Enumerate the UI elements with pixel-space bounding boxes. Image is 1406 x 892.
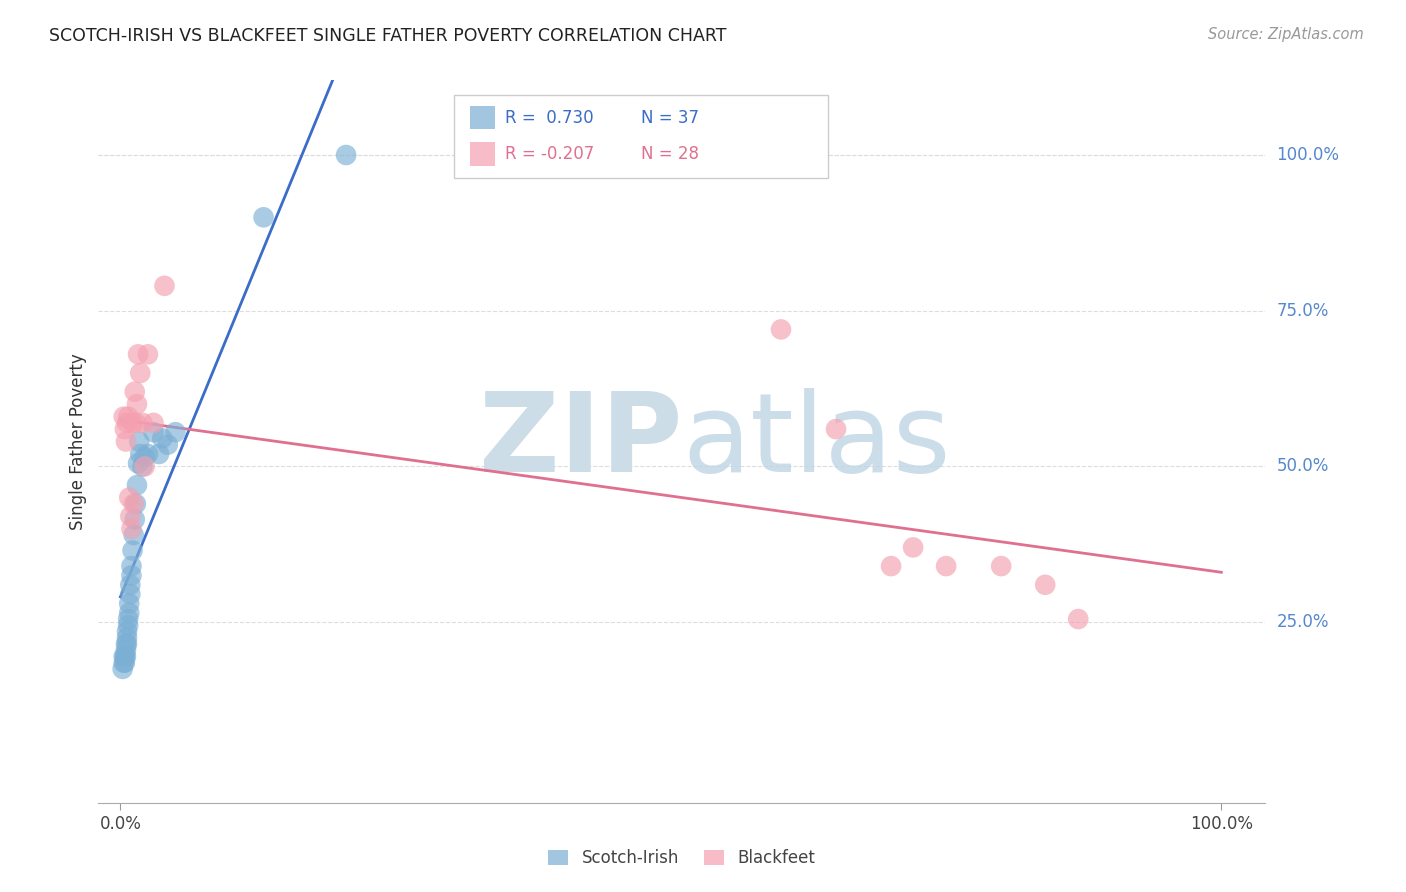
Scotch-Irish — [125, 478, 148, 492]
Scotch-Irish — [252, 211, 274, 225]
Blackfeet — [153, 278, 176, 293]
Scotch-Irish — [127, 456, 149, 470]
Blackfeet — [129, 366, 152, 380]
Blackfeet — [131, 416, 153, 430]
Blackfeet — [134, 459, 156, 474]
Scotch-Irish — [114, 649, 136, 664]
Text: SCOTCH-IRISH VS BLACKFEET SINGLE FATHER POVERTY CORRELATION CHART: SCOTCH-IRISH VS BLACKFEET SINGLE FATHER … — [49, 27, 727, 45]
Scotch-Irish — [131, 459, 153, 474]
Text: R = -0.207: R = -0.207 — [505, 145, 593, 163]
Blackfeet — [125, 416, 148, 430]
Scotch-Irish — [112, 656, 135, 670]
Blackfeet — [901, 541, 924, 555]
Scotch-Irish — [117, 618, 139, 632]
Scotch-Irish — [115, 643, 138, 657]
Text: 100.0%: 100.0% — [1277, 146, 1340, 164]
Scotch-Irish — [120, 587, 142, 601]
Blackfeet — [118, 491, 141, 505]
FancyBboxPatch shape — [454, 95, 828, 178]
Scotch-Irish — [128, 434, 150, 449]
Scotch-Irish — [118, 597, 141, 611]
Blackfeet — [990, 559, 1012, 574]
Scotch-Irish — [148, 447, 170, 461]
Scotch-Irish — [117, 612, 139, 626]
Scotch-Irish — [112, 649, 135, 664]
Text: 75.0%: 75.0% — [1277, 301, 1329, 319]
Scotch-Irish — [118, 606, 141, 620]
Blackfeet — [142, 416, 165, 430]
Blackfeet — [124, 384, 146, 399]
Blackfeet — [769, 322, 792, 336]
Scotch-Irish — [111, 662, 134, 676]
Blackfeet — [120, 509, 142, 524]
Text: Source: ZipAtlas.com: Source: ZipAtlas.com — [1208, 27, 1364, 42]
Blackfeet — [115, 434, 138, 449]
Blackfeet — [127, 347, 149, 361]
Legend: Scotch-Irish, Blackfeet: Scotch-Irish, Blackfeet — [541, 843, 823, 874]
Scotch-Irish — [165, 425, 187, 440]
Blackfeet — [122, 497, 145, 511]
Scotch-Irish — [115, 637, 138, 651]
Scotch-Irish — [136, 447, 159, 461]
Text: N = 28: N = 28 — [641, 145, 699, 163]
Blackfeet — [1067, 612, 1090, 626]
Text: N = 37: N = 37 — [641, 109, 699, 127]
Scotch-Irish — [150, 432, 173, 446]
Blackfeet — [825, 422, 848, 436]
Scotch-Irish — [120, 568, 142, 582]
Text: ZIP: ZIP — [478, 388, 682, 495]
Scotch-Irish — [335, 148, 357, 162]
Blackfeet — [115, 416, 138, 430]
Blackfeet — [1033, 578, 1056, 592]
Blackfeet — [935, 559, 957, 574]
FancyBboxPatch shape — [470, 106, 495, 129]
Blackfeet — [121, 416, 143, 430]
Scotch-Irish — [156, 437, 179, 451]
Scotch-Irish — [134, 450, 156, 464]
Blackfeet — [114, 422, 136, 436]
Scotch-Irish — [142, 425, 165, 440]
Blackfeet — [117, 409, 139, 424]
Text: 50.0%: 50.0% — [1277, 458, 1329, 475]
Blackfeet — [125, 397, 148, 411]
Blackfeet — [120, 522, 142, 536]
Scotch-Irish — [122, 528, 145, 542]
Blackfeet — [112, 409, 135, 424]
Scotch-Irish — [125, 497, 148, 511]
Y-axis label: Single Father Poverty: Single Father Poverty — [69, 353, 87, 530]
Blackfeet — [880, 559, 903, 574]
Scotch-Irish — [115, 624, 138, 639]
Scotch-Irish — [115, 637, 138, 651]
Scotch-Irish — [115, 631, 138, 645]
Scotch-Irish — [114, 656, 136, 670]
FancyBboxPatch shape — [470, 143, 495, 166]
Scotch-Irish — [115, 649, 138, 664]
Text: R =  0.730: R = 0.730 — [505, 109, 593, 127]
Text: 25.0%: 25.0% — [1277, 613, 1329, 632]
Scotch-Irish — [124, 512, 146, 526]
Scotch-Irish — [121, 543, 143, 558]
Scotch-Irish — [120, 559, 142, 574]
Scotch-Irish — [120, 578, 142, 592]
Blackfeet — [136, 347, 159, 361]
Scotch-Irish — [129, 447, 152, 461]
Text: atlas: atlas — [682, 388, 950, 495]
